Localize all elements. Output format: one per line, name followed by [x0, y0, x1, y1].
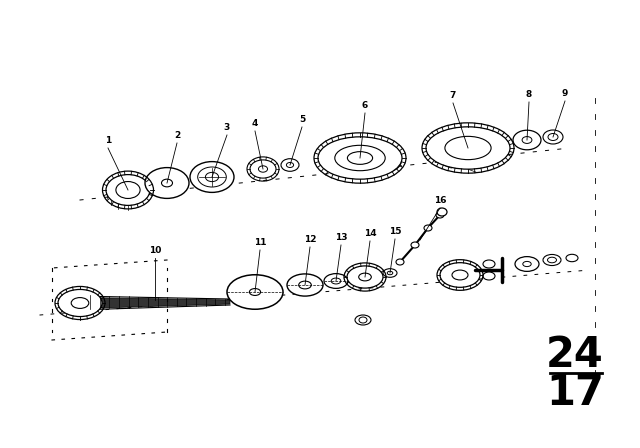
Ellipse shape	[281, 159, 299, 171]
Ellipse shape	[547, 257, 557, 263]
Text: 5: 5	[299, 115, 305, 124]
Ellipse shape	[205, 172, 219, 181]
Ellipse shape	[548, 134, 558, 141]
Text: 14: 14	[364, 229, 376, 238]
Text: 6: 6	[362, 101, 368, 110]
Ellipse shape	[190, 162, 234, 192]
Ellipse shape	[318, 137, 402, 179]
Text: 13: 13	[335, 233, 348, 242]
Ellipse shape	[227, 275, 283, 309]
Ellipse shape	[359, 317, 367, 323]
Text: 15: 15	[388, 227, 401, 236]
Text: 7: 7	[450, 91, 456, 100]
Text: 4: 4	[252, 119, 258, 128]
Ellipse shape	[515, 257, 539, 271]
Ellipse shape	[355, 151, 401, 174]
Text: 3: 3	[224, 123, 230, 132]
Ellipse shape	[58, 289, 102, 317]
Ellipse shape	[324, 274, 348, 289]
Ellipse shape	[332, 278, 341, 284]
Ellipse shape	[543, 254, 561, 266]
Ellipse shape	[424, 225, 432, 231]
Ellipse shape	[71, 297, 89, 308]
Ellipse shape	[387, 271, 393, 275]
Ellipse shape	[483, 272, 495, 280]
Ellipse shape	[483, 260, 495, 268]
Ellipse shape	[161, 179, 173, 187]
Ellipse shape	[440, 263, 480, 287]
Ellipse shape	[396, 259, 404, 265]
Ellipse shape	[347, 266, 383, 288]
Ellipse shape	[259, 166, 268, 172]
Text: 16: 16	[434, 196, 446, 205]
Ellipse shape	[523, 262, 531, 267]
Text: 17: 17	[546, 372, 604, 414]
Ellipse shape	[287, 163, 294, 168]
Text: 9: 9	[562, 89, 568, 98]
Ellipse shape	[250, 160, 276, 178]
Ellipse shape	[145, 168, 189, 198]
Ellipse shape	[566, 254, 578, 262]
Ellipse shape	[452, 270, 468, 280]
Text: 12: 12	[304, 235, 316, 244]
Text: 8: 8	[526, 90, 532, 99]
Ellipse shape	[250, 289, 260, 295]
Ellipse shape	[445, 136, 491, 159]
Ellipse shape	[426, 127, 510, 169]
Ellipse shape	[411, 242, 419, 248]
Text: 2: 2	[174, 131, 180, 140]
Text: 10: 10	[149, 246, 161, 255]
Text: 1: 1	[105, 136, 111, 145]
Ellipse shape	[436, 212, 444, 218]
Ellipse shape	[355, 315, 371, 325]
Polygon shape	[85, 297, 230, 308]
Ellipse shape	[358, 273, 371, 281]
Ellipse shape	[522, 137, 532, 143]
Ellipse shape	[543, 130, 563, 144]
Ellipse shape	[116, 181, 140, 198]
Ellipse shape	[106, 175, 150, 205]
Ellipse shape	[383, 269, 397, 277]
Ellipse shape	[198, 167, 227, 187]
Ellipse shape	[335, 145, 385, 171]
Ellipse shape	[287, 274, 323, 296]
Text: 11: 11	[253, 238, 266, 247]
Ellipse shape	[299, 281, 311, 289]
Ellipse shape	[348, 152, 372, 164]
Ellipse shape	[513, 130, 541, 150]
Text: 24: 24	[546, 334, 604, 376]
Ellipse shape	[437, 208, 447, 216]
